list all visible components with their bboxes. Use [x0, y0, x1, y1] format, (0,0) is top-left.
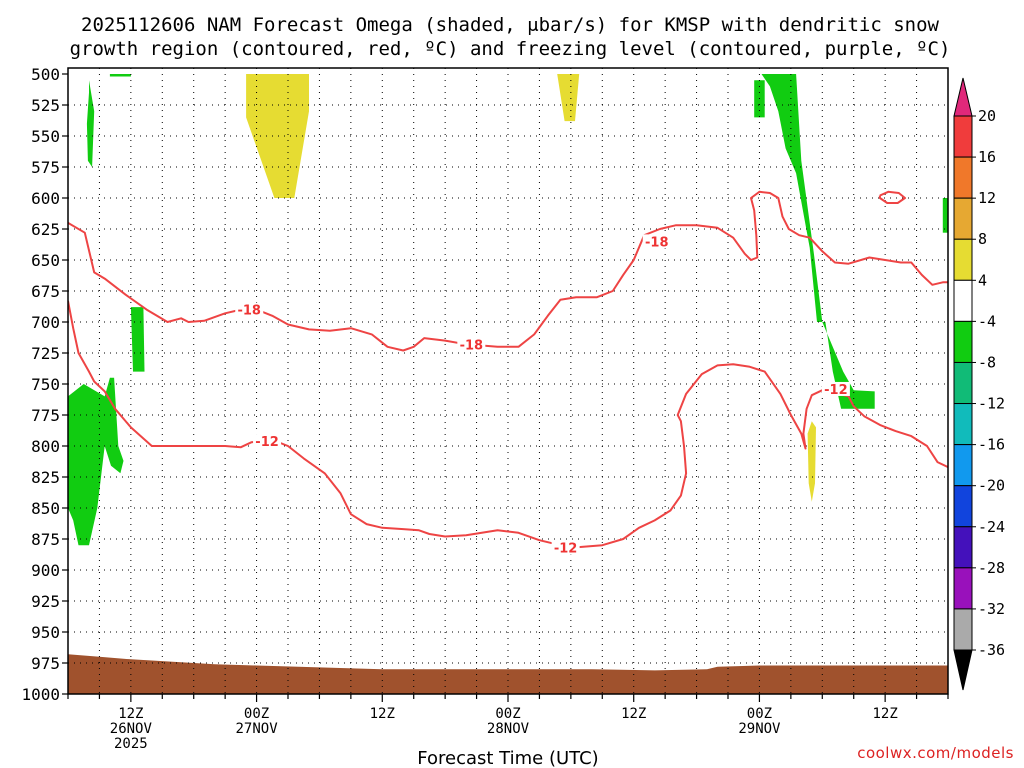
omega-negative-region — [942, 198, 948, 233]
colorbar-label: -36 — [978, 641, 1005, 659]
x-tick-label: 12Z — [621, 706, 646, 722]
y-tick-label: 750 — [31, 375, 60, 394]
omega-negative-region — [130, 307, 145, 372]
omega-positive-region — [246, 74, 309, 198]
colorbar-label: 8 — [978, 230, 987, 248]
colorbar-label: -16 — [978, 436, 1005, 454]
colorbar-segment — [953, 567, 973, 610]
contour-label: -12 — [824, 383, 848, 398]
x-tick-label: 28NOV — [487, 721, 530, 737]
colorbar-segment — [953, 608, 973, 651]
colorbar: 20 16 12 8 4 -4 -8 -12 -16 -20 -24 -28 -32 -36 — [953, 77, 1005, 691]
y-tick-label: 525 — [31, 96, 60, 115]
y-tick-label: 725 — [31, 344, 60, 363]
contour-label-bg — [551, 540, 580, 555]
gridlines — [68, 68, 948, 694]
x-axis-label: Forecast Time (UTC) — [417, 748, 598, 768]
colorbar-segment — [953, 320, 973, 363]
x-tick-label: 26NOV — [110, 721, 153, 737]
y-tick-label: 650 — [31, 251, 60, 270]
y-tick-label: 800 — [31, 437, 60, 456]
y-tick-label: 675 — [31, 282, 60, 301]
x-tick-label: 00Z — [495, 706, 520, 722]
colorbar-label: -12 — [978, 395, 1005, 413]
y-tick-label: 775 — [31, 406, 60, 425]
chart-title-line1: 2025112606 NAM Forecast Omega (shaded, μ… — [81, 14, 939, 36]
colorbar-segment — [953, 361, 973, 405]
colorbar-label: -20 — [978, 477, 1005, 495]
x-tick-label: 27NOV — [235, 721, 278, 737]
y-tick-label: 850 — [31, 499, 60, 518]
colorbar-segment — [953, 279, 973, 322]
contour-label-bg — [253, 434, 282, 449]
colorbar-label: -24 — [978, 518, 1005, 536]
omega-positive-region — [807, 421, 816, 502]
colorbar-segment — [953, 156, 973, 199]
y-tick-label: 550 — [31, 127, 60, 146]
x-tick-label: 29NOV — [738, 721, 781, 737]
contour-label: -12 — [554, 542, 578, 557]
colorbar-label: -28 — [978, 559, 1005, 577]
credit-text: coolwx.com/models — [857, 744, 1014, 762]
contour-label-bg — [642, 234, 671, 249]
y-tick-label: 1000 — [21, 685, 60, 704]
colorbar-segment — [953, 403, 973, 446]
x-tick-label: 12Z — [370, 706, 395, 722]
colorbar-segment — [953, 197, 973, 240]
y-tick-label: 925 — [31, 592, 60, 611]
y-tick-label: 625 — [31, 220, 60, 239]
omega-negative-region — [86, 80, 95, 167]
y-tick-label: 700 — [31, 313, 60, 332]
colorbar-label: 4 — [978, 271, 987, 289]
omega-shading-layer — [68, 74, 948, 546]
y-tick-label: 575 — [31, 158, 60, 177]
y-tick-label: 875 — [31, 530, 60, 549]
colorbar-label: -4 — [978, 312, 996, 330]
contour-line-minus-12 — [68, 300, 948, 549]
colorbar-segment — [953, 485, 973, 528]
omega-negative-region — [109, 74, 131, 77]
x-tick-label: 12Z — [118, 706, 143, 722]
colorbar-segment — [953, 238, 973, 281]
colorbar-bottom-arrow — [953, 649, 973, 691]
x-tick-label: 12Z — [872, 706, 897, 722]
x-tick-label: 2025 — [114, 736, 148, 752]
colorbar-segment — [953, 444, 973, 487]
contour-labels: -18 -18 -18 -12 -12 -12 — [235, 234, 850, 557]
colorbar-label: -8 — [978, 353, 996, 371]
contour-label: -12 — [255, 435, 279, 450]
y-tick-label: 900 — [31, 561, 60, 580]
colorbar-label: 16 — [978, 148, 996, 166]
contour-label: -18 — [237, 304, 261, 319]
colorbar-label: -32 — [978, 600, 1005, 618]
y-tick-label: 600 — [31, 189, 60, 208]
omega-negative-region — [68, 377, 124, 546]
contour-label: -18 — [645, 235, 669, 250]
contour-label-bg — [457, 337, 486, 352]
y-tick-label: 950 — [31, 623, 60, 642]
x-tick-label: 00Z — [747, 706, 772, 722]
y-tick-label: 825 — [31, 468, 60, 487]
colorbar-segment — [953, 526, 973, 569]
omega-positive-region — [557, 74, 580, 122]
colorbar-label: 12 — [978, 189, 996, 207]
contour-line-minus-18-closed — [878, 190, 906, 204]
y-tick-label: 500 — [31, 65, 60, 84]
y-tick-label: 975 — [31, 654, 60, 673]
contour-label-bg — [821, 381, 850, 396]
omega-negative-region — [761, 74, 875, 409]
contour-label-bg — [235, 302, 264, 317]
colorbar-top-arrow — [953, 77, 973, 117]
colorbar-segment — [953, 115, 973, 158]
colorbar-label: 20 — [978, 107, 996, 125]
y-axis: 500 525 550 575 600 625 650 675 700 725 750 775 800 8… — [21, 65, 68, 704]
chart-title-line2: growth region (contoured, red, ºC) and f… — [70, 38, 951, 60]
contour-label: -18 — [460, 338, 484, 353]
x-tick-label: 00Z — [244, 706, 269, 722]
